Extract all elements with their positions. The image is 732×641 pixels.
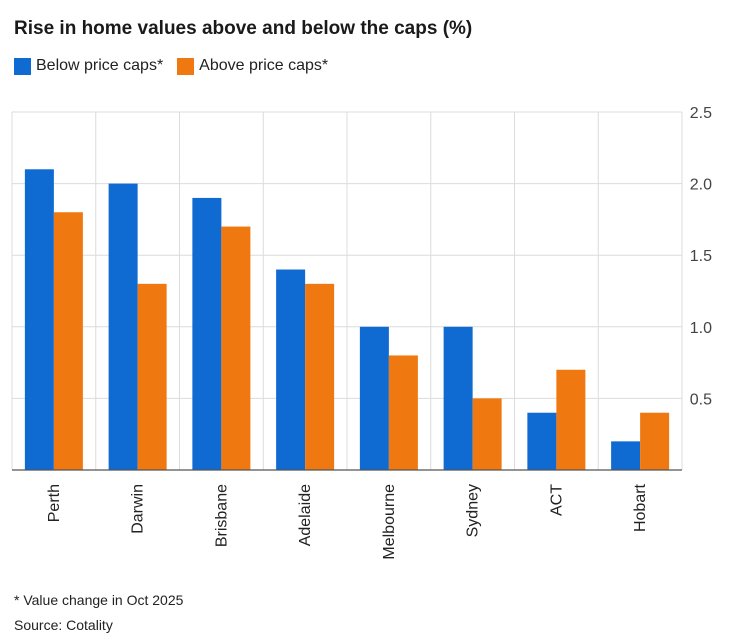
bar-below-perth (24, 169, 54, 470)
legend-swatch-above (177, 57, 195, 75)
source-note: Source: Cotality (14, 617, 113, 633)
x-tick-label: Adelaide (297, 484, 314, 546)
bar-below-darwin (108, 183, 138, 470)
bar-below-act (527, 412, 557, 470)
bar-above-adelaide (305, 283, 335, 470)
bar-above-hobart (640, 412, 670, 470)
legend-swatch-below (14, 57, 31, 75)
bar-above-darwin (137, 283, 167, 470)
y-tick-label: 1.5 (690, 248, 712, 265)
bar-above-perth (53, 212, 83, 471)
bar-below-sydney (443, 326, 473, 470)
bar-above-melbourne (388, 355, 418, 470)
y-tick-label: 2.5 (690, 105, 712, 122)
x-tick-label: Darwin (130, 484, 147, 534)
footnote: * Value change in Oct 2025 (14, 592, 184, 608)
x-tick-label: ACT (548, 484, 565, 516)
x-tick-label: Sydney (465, 484, 482, 537)
bar-above-brisbane (221, 226, 251, 470)
bar-above-sydney (472, 398, 502, 470)
y-tick-label: 0.5 (690, 391, 712, 408)
legend-label-below: Below price caps* (36, 57, 164, 74)
bar-chart: 0.5 1.0 1.5 2.0 2.5 Perth Darwin Brisbane Adelai… (11, 105, 712, 560)
x-tick-label: Perth (46, 484, 63, 522)
legend-item-above: Above price caps* (177, 57, 328, 75)
bar-below-brisbane (192, 197, 222, 471)
bar-below-hobart (611, 441, 641, 470)
legend: Below price caps* Above price caps* (14, 57, 342, 75)
bar-above-act (556, 369, 586, 470)
legend-item-below: Below price caps* (14, 57, 163, 75)
y-tick-label: 1.0 (690, 320, 712, 337)
x-tick-label: Hobart (632, 483, 649, 532)
bar-below-adelaide (276, 269, 306, 470)
bar-below-melbourne (359, 326, 389, 470)
x-tick-label: Brisbane (213, 484, 230, 547)
chart-title: Rise in home values above and below the … (14, 18, 473, 39)
legend-label-above: Above price caps* (199, 57, 329, 74)
y-tick-label: 2.0 (690, 177, 712, 194)
x-tick-label: Melbourne (381, 484, 398, 560)
